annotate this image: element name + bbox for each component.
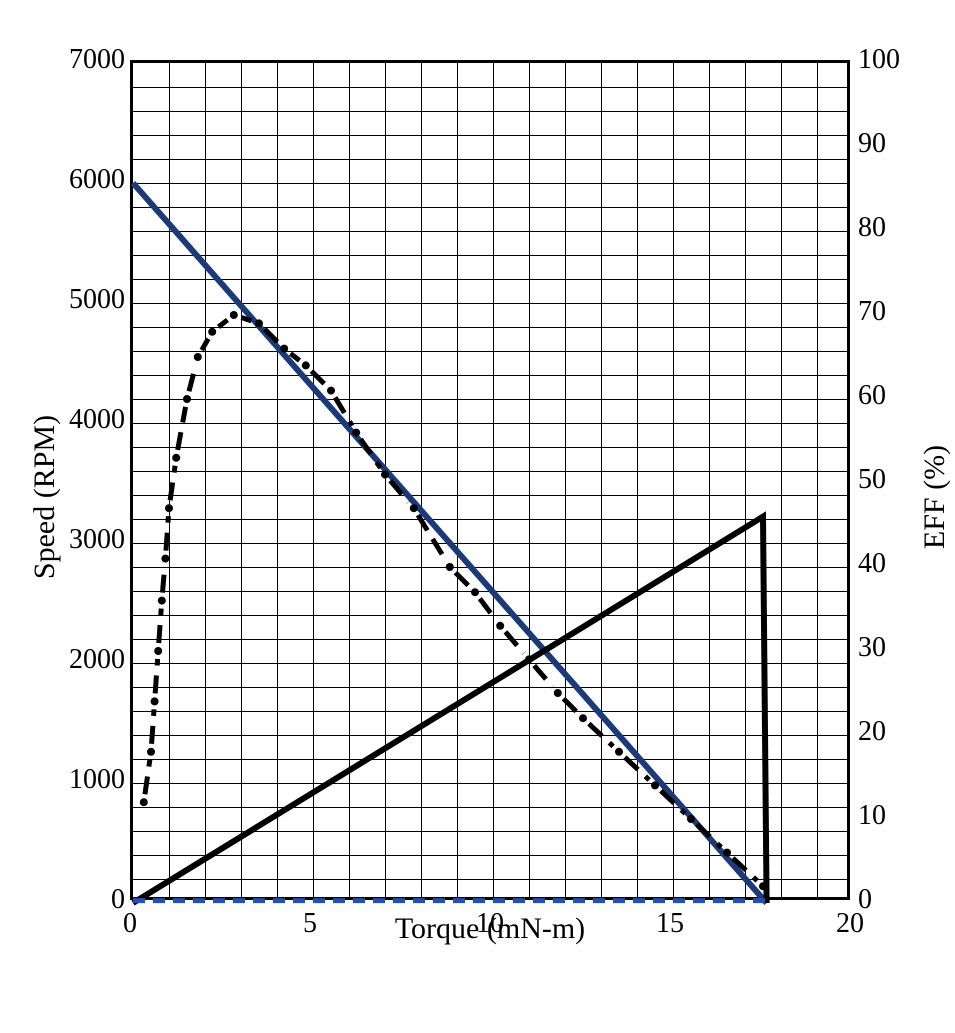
series-efficiency_curve-dash [534, 665, 552, 686]
series-efficiency_curve-marker [154, 647, 162, 655]
series-efficiency_curve-dash [480, 599, 496, 620]
series-efficiency_curve-marker [446, 563, 454, 571]
y-left-tick-label: 4000 [69, 404, 125, 436]
series-efficiency_curve-dash [178, 407, 186, 450]
series-efficiency_curve-dash [162, 567, 164, 593]
x-tick-label: 15 [656, 908, 684, 940]
series-power_line [133, 517, 767, 903]
series-efficiency_curve-marker [471, 588, 479, 596]
y-right-tick-label: 10 [858, 800, 886, 832]
series-efficiency_curve-marker [165, 504, 173, 512]
series-efficiency_curve-marker [723, 849, 731, 857]
series-speed_line [133, 183, 767, 903]
series-efficiency_curve-marker [230, 311, 238, 319]
series-efficiency_curve-dash [155, 659, 157, 693]
series-efficiency_curve-marker [161, 555, 169, 563]
series-efficiency_curve-marker [151, 697, 159, 705]
x-tick-label: 5 [303, 908, 317, 940]
series-efficiency_curve-dash [361, 439, 381, 468]
series-efficiency_curve-marker [554, 689, 562, 697]
series-efficiency_curve-dash [202, 339, 208, 350]
series-efficiency_curve-dash [145, 760, 150, 795]
series-efficiency_curve-dash [505, 632, 523, 653]
y-left-tick-label: 6000 [69, 164, 125, 196]
series-efficiency_curve-marker [410, 504, 418, 512]
series-efficiency_curve-marker [496, 622, 504, 630]
series-efficiency_curve-marker [255, 319, 263, 327]
y-left-tick-label: 3000 [69, 524, 125, 556]
plot-area [130, 60, 850, 900]
y-left-tick-label: 2000 [69, 644, 125, 676]
y-left-axis-label: Speed (RPM) [28, 415, 62, 579]
series-efficiency_curve-marker [147, 748, 155, 756]
x-tick-label: 20 [836, 908, 864, 940]
series-efficiency_curve-marker [381, 471, 389, 479]
series-efficiency_curve-marker [194, 353, 202, 361]
series-efficiency_curve-marker [208, 328, 216, 336]
series-efficiency_curve-dash [697, 824, 721, 847]
y-right-tick-label: 40 [858, 548, 886, 580]
series-efficiency_curve-dash [159, 609, 161, 643]
chart-container: 01000200030004000500060007000 0102030405… [30, 30, 925, 1003]
y-right-tick-label: 80 [858, 212, 886, 244]
y-right-tick-label: 100 [858, 44, 900, 76]
y-right-tick-label: 20 [858, 716, 886, 748]
series-efficiency_curve-marker [183, 395, 191, 403]
series-efficiency_curve-dash [563, 699, 577, 713]
y-left-tick-label: 5000 [69, 284, 125, 316]
y-right-tick-label: 70 [858, 296, 886, 328]
series-efficiency_curve-marker [158, 597, 166, 605]
series-efficiency_curve-marker [172, 454, 180, 462]
series-efficiency_curve-marker [280, 345, 288, 353]
y-right-tick-label: 90 [858, 128, 886, 160]
y-left-tick-label: 1000 [69, 764, 125, 796]
series-efficiency_curve-marker [302, 361, 310, 369]
y-right-tick-label: 50 [858, 464, 886, 496]
series-efficiency_curve-marker [579, 714, 587, 722]
series-efficiency_curve-dash [455, 573, 469, 587]
series-efficiency_curve-marker [327, 387, 335, 395]
series-efficiency_curve-dash [189, 365, 196, 392]
series-efficiency_curve-marker [352, 429, 360, 437]
x-tick-label: 0 [123, 908, 137, 940]
x-axis-label: Torque (mN-m) [395, 912, 585, 946]
series-efficiency_curve-dash [241, 318, 251, 321]
series-efficiency_curve-dash [152, 709, 154, 743]
y-right-tick-label: 30 [858, 632, 886, 664]
chart-lines-svg [133, 63, 847, 897]
y-left-tick-label: 7000 [69, 44, 125, 76]
y-right-axis-label: EFF (%) [918, 445, 952, 549]
y-right-tick-label: 60 [858, 380, 886, 412]
series-efficiency_curve-dash [219, 320, 228, 327]
series-efficiency_curve-marker [140, 798, 148, 806]
series-efficiency_curve-dash [311, 371, 325, 385]
series-efficiency_curve-marker [687, 815, 695, 823]
series-efficiency_curve-dash [166, 516, 168, 550]
series-efficiency_curve-marker [651, 781, 659, 789]
series-efficiency_curve-marker [759, 882, 767, 890]
series-efficiency_curve-dash [170, 466, 175, 501]
series-efficiency_curve-marker [615, 748, 623, 756]
series-efficiency_curve-marker [525, 655, 533, 663]
